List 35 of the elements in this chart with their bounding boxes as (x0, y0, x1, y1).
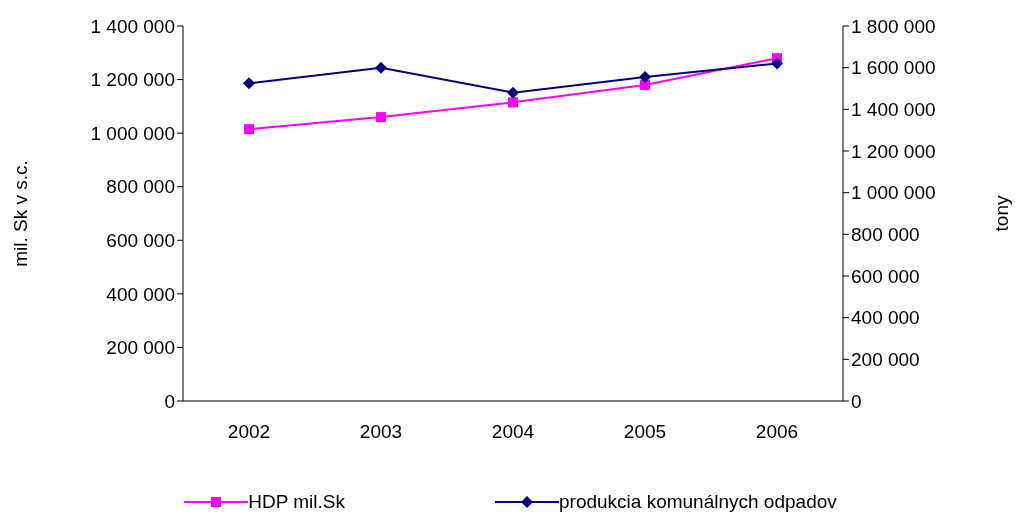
y2-tick-label: 0 (851, 390, 862, 412)
point (375, 61, 387, 74)
point (507, 86, 519, 99)
y2-tick-label: 1 600 000 (851, 57, 936, 79)
x-tick-label: 2003 (359, 421, 403, 443)
y2-tick-label: 1 400 000 (851, 99, 936, 121)
y-tick-label: 1 400 000 (90, 15, 175, 37)
x-tick-label: 2006 (755, 421, 799, 443)
y-tick-label: 1 200 000 (90, 69, 175, 91)
point (243, 77, 255, 90)
legend-label: produkcia komunálnych odpadov (558, 491, 837, 513)
y2-tick-label: 1 000 000 (851, 182, 936, 204)
y2-axis-title: tony (990, 195, 1012, 232)
legend-label: HDP mil.Sk (248, 491, 345, 513)
y-axis-title: mil. Sk v s.c. (9, 160, 31, 267)
point (771, 57, 783, 70)
y-tick-label: 200 000 (106, 337, 175, 359)
y-tick-label: 600 000 (106, 230, 175, 252)
y-tick-label: 1 000 000 (90, 122, 175, 144)
y2-tick-label: 1 800 000 (851, 15, 936, 37)
y-tick-label: 800 000 (106, 176, 175, 198)
y2-tick-label: 600 000 (851, 265, 920, 287)
point (639, 71, 651, 84)
y2-tick-label: 200 000 (851, 349, 920, 371)
point (376, 112, 386, 123)
x-tick-label: 2005 (623, 421, 667, 443)
point (508, 97, 518, 108)
y2-tick-label: 1 200 000 (851, 140, 936, 162)
x-tick-label: 2004 (491, 421, 535, 443)
point (244, 124, 254, 135)
y2-tick-label: 400 000 (851, 307, 920, 329)
y2-tick-label: 800 000 (851, 224, 920, 246)
y-tick-label: 400 000 (106, 283, 175, 305)
y-tick-label: 0 (164, 390, 175, 412)
x-tick-label: 2002 (227, 421, 271, 443)
